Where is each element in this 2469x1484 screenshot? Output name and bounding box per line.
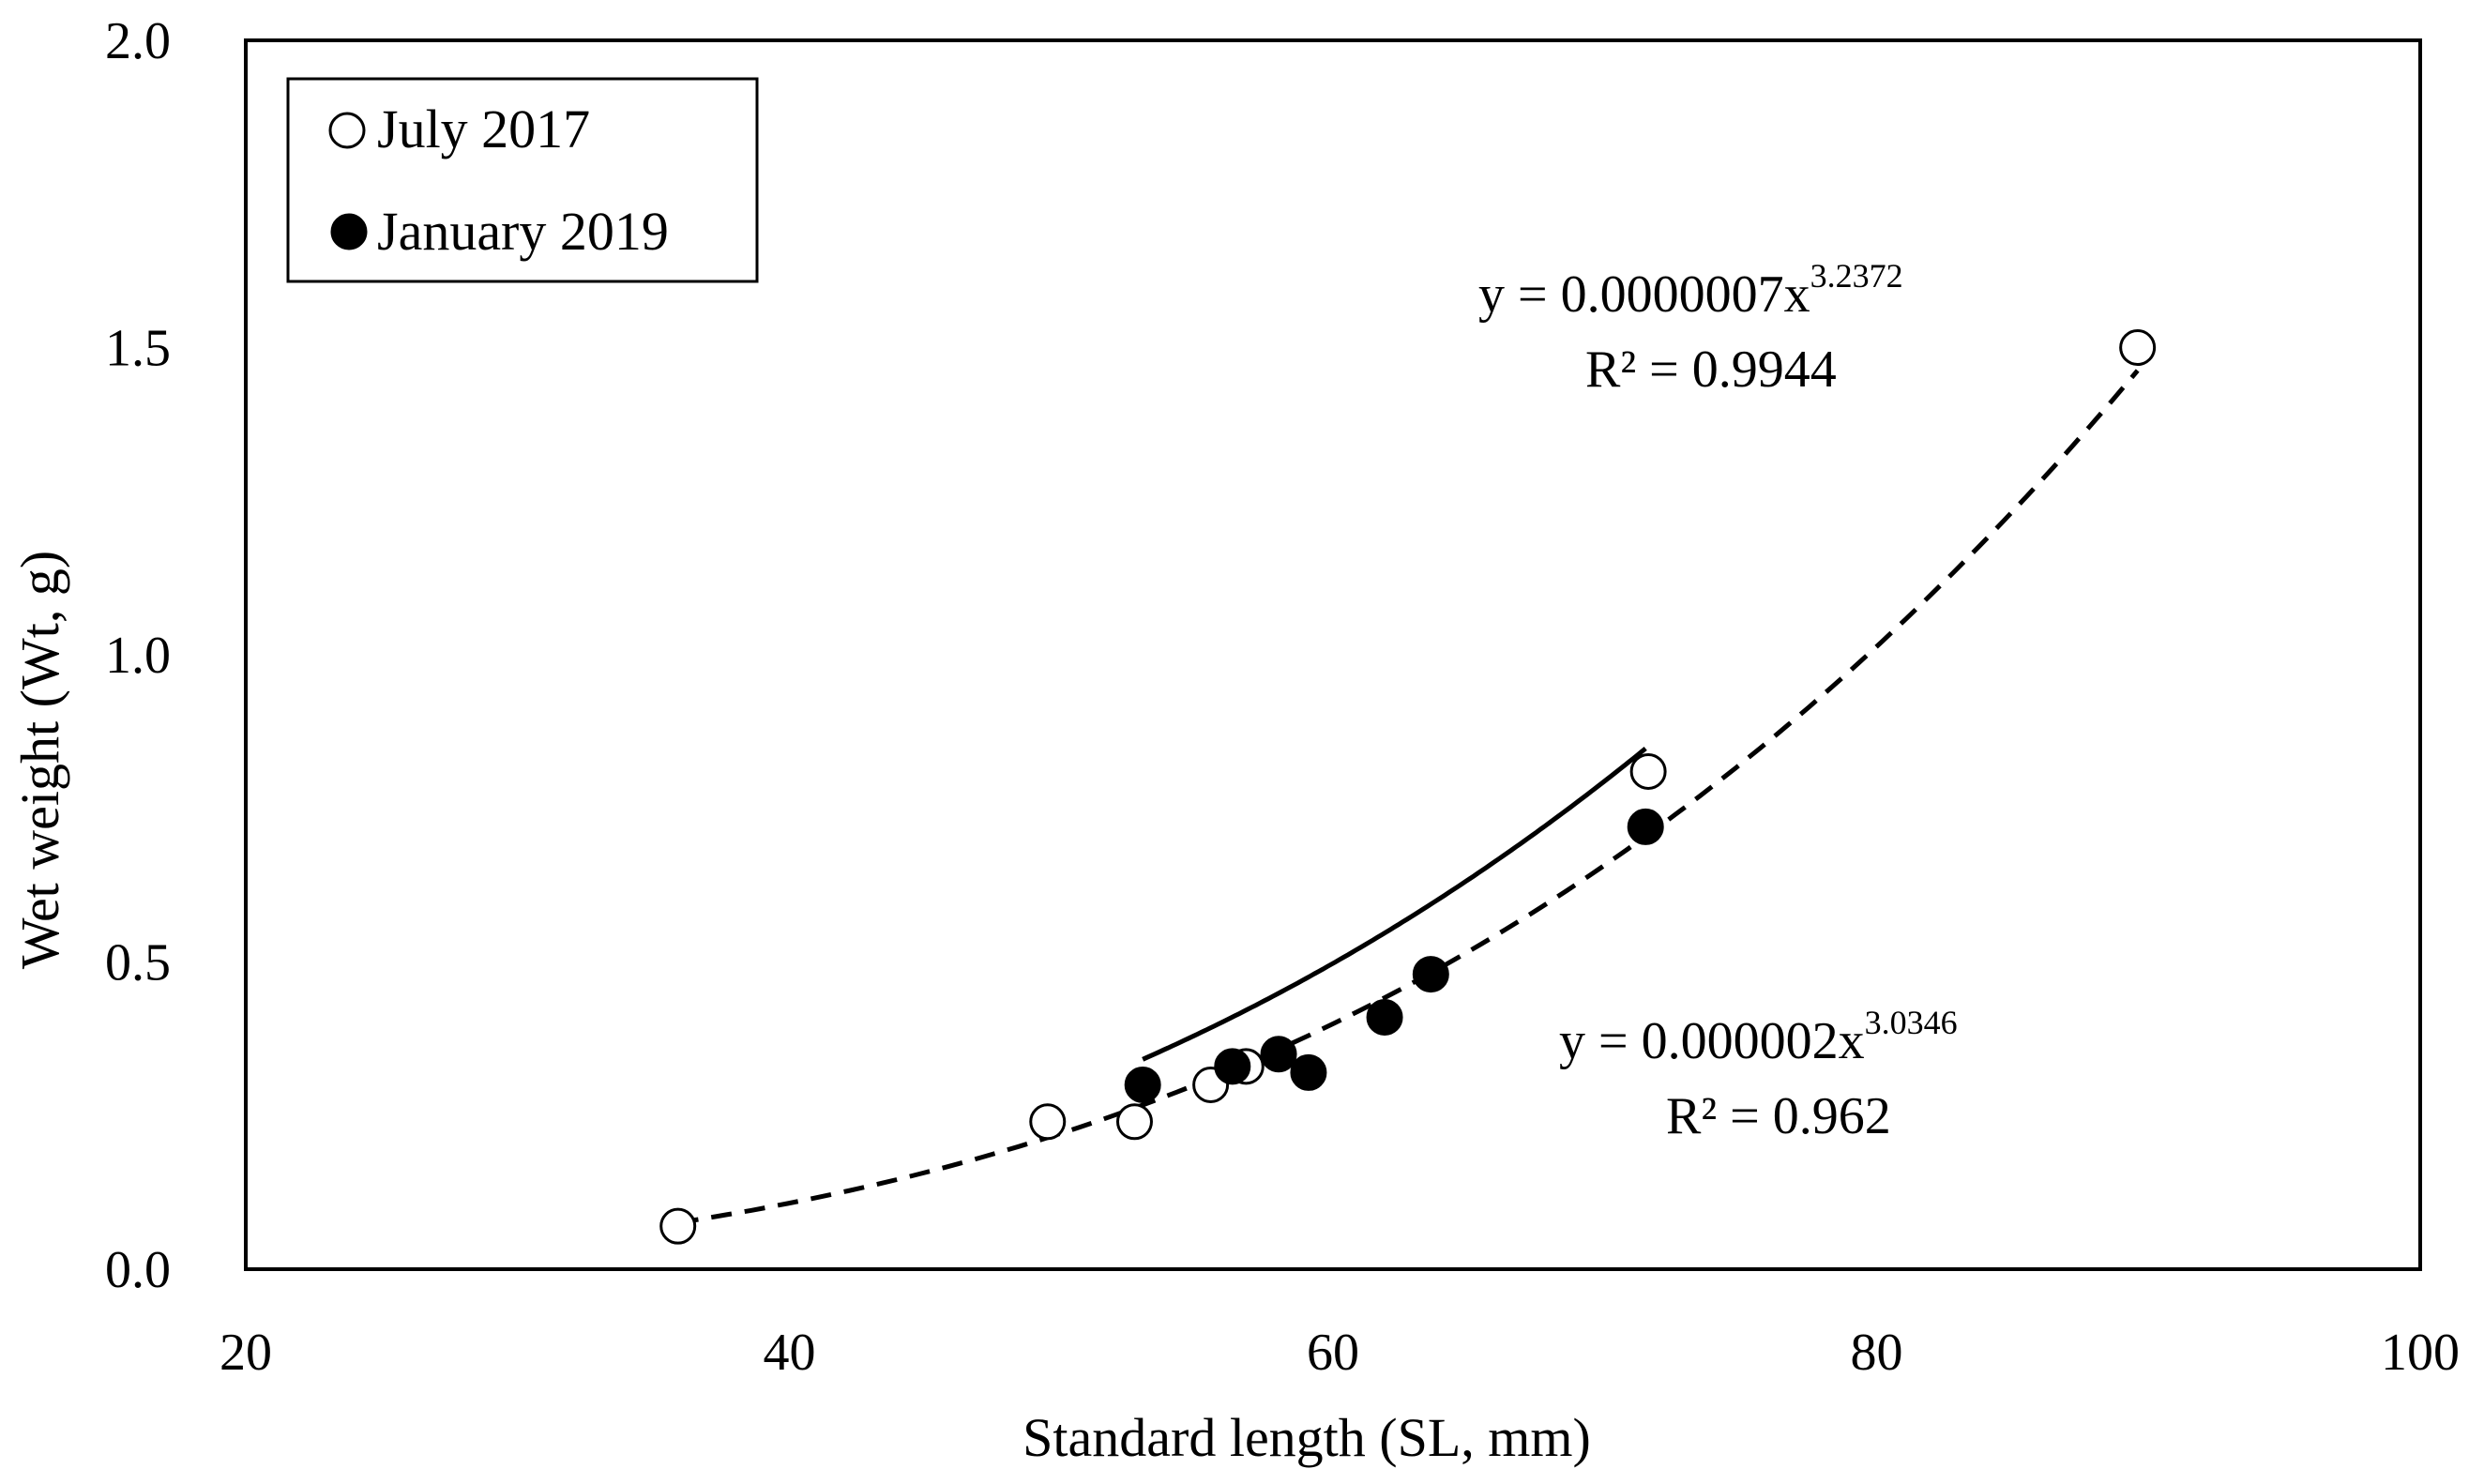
y-tick-label: 1.0 [105,627,171,685]
fit-lines [677,369,2140,1225]
fit-line-january-2019 [1142,746,1647,1062]
y-tick-label: 2.0 [105,12,171,70]
x-tick-label: 40 [764,1324,816,1382]
legend-label-january-2019: January 2019 [377,201,669,262]
point-july-2017 [1629,752,1667,790]
point-january-2019 [1260,1036,1297,1073]
data-points [659,329,2157,1245]
x-tick-label: 20 [220,1324,272,1382]
plot-area-frame [244,38,2422,1271]
y-axis-label: Wet weight (Wt, g) [9,551,70,969]
point-january-2019 [1627,808,1664,845]
equation-july-2017-r2: R² = 0.9944 [1585,341,1837,399]
equation-january-2019-formula: y = 0.000002x3.0346 [1559,1004,1958,1070]
point-january-2019 [1412,956,1449,993]
y-tick-label: 0.0 [105,1241,171,1299]
x-tick-label: 80 [1851,1324,1903,1382]
equation-january-2019: y = 0.000002x3.0346 R² = 0.962 [1559,1004,1958,1145]
equation-july-2017-formula: y = 0.0000007x3.2372 [1478,257,1903,324]
point-january-2019 [1214,1048,1251,1085]
x-axis-label: Standard length (SL, mm) [1022,1407,1591,1468]
y-tick-label: 0.5 [105,934,171,992]
x-axis-ticks: 20 40 60 80 100 [220,1324,2460,1382]
legend-box [286,77,759,283]
point-july-2017 [659,1207,697,1245]
point-july-2017 [1115,1103,1153,1141]
equation-july-2017: y = 0.0000007x3.2372 R² = 0.9944 [1478,257,1903,399]
equation-january-2019-r2: R² = 0.962 [1666,1087,1891,1145]
legend: July 2017 January 2019 [286,77,759,283]
point-january-2019 [1290,1053,1327,1091]
y-tick-label: 1.5 [105,320,171,378]
point-july-2017 [2119,329,2157,366]
y-axis-ticks: 0.0 0.5 1.0 1.5 2.0 [105,12,171,1299]
legend-label-july-2017: July 2017 [377,98,590,159]
point-july-2017 [1029,1103,1067,1141]
legend-marker-january-2019 [330,213,368,250]
x-tick-label: 100 [2381,1324,2460,1382]
point-january-2019 [1366,998,1403,1036]
fit-line-july-2017 [677,369,2140,1225]
point-january-2019 [1124,1067,1161,1103]
legend-marker-july-2017 [328,112,366,149]
x-tick-label: 60 [1307,1324,1359,1382]
